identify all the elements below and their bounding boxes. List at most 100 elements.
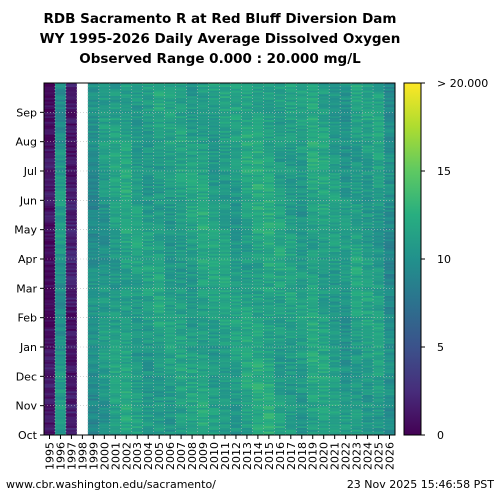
heatmap-cell (164, 143, 176, 146)
heatmap-cell (44, 369, 56, 372)
heatmap-cell (76, 394, 89, 397)
heatmap-cell (54, 218, 67, 221)
heatmap-cell (219, 253, 231, 256)
heatmap-cell (164, 286, 176, 289)
heatmap-cell (274, 348, 286, 351)
heatmap-cell (296, 222, 308, 225)
heatmap-cell (120, 310, 133, 313)
heatmap-cell (197, 303, 209, 306)
heatmap-cell (98, 167, 111, 170)
heatmap-cell (307, 213, 319, 216)
heatmap-cell (252, 218, 264, 221)
heatmap-cell (109, 97, 122, 100)
heatmap-cell (208, 138, 220, 141)
heatmap-cell (44, 147, 56, 150)
heatmap-cell (76, 152, 89, 155)
heatmap-cell (263, 194, 275, 197)
heatmap-cell (186, 227, 198, 230)
heatmap-cell (65, 262, 78, 265)
heatmap-cell (164, 235, 176, 238)
heatmap-cell (274, 361, 286, 364)
heatmap-cell (153, 295, 165, 298)
heatmap-cell (54, 189, 67, 192)
heatmap-cell (87, 299, 100, 302)
heatmap-cell (109, 215, 122, 218)
heatmap-cell (44, 381, 56, 384)
heatmap-cell (131, 262, 144, 265)
heatmap-cell (307, 378, 319, 381)
heatmap-cell (197, 216, 209, 219)
heatmap-cell (44, 347, 56, 350)
heatmap-cell (296, 326, 308, 329)
heatmap-cell (142, 97, 154, 100)
heatmap-cell (252, 303, 264, 306)
heatmap-cell (153, 314, 165, 317)
heatmap-cell (164, 242, 176, 245)
heatmap-cell (131, 238, 144, 241)
heatmap-cell (120, 328, 133, 331)
heatmap-cell (186, 141, 198, 144)
heatmap-cell (219, 103, 231, 106)
heatmap-cell (186, 418, 198, 421)
heatmap-cell (296, 194, 308, 197)
heatmap-cell (285, 314, 297, 317)
heatmap-cell (109, 244, 122, 247)
heatmap-cell (153, 290, 165, 293)
heatmap-cell (252, 281, 264, 284)
heatmap-cell (263, 244, 275, 247)
heatmap-cell (175, 117, 187, 120)
heatmap-cell (241, 205, 253, 208)
heatmap-cell (175, 275, 187, 278)
heatmap-cell (241, 433, 253, 436)
heatmap-cell (54, 141, 67, 144)
heatmap-cell (120, 424, 133, 427)
heatmap-cell (219, 383, 231, 386)
heatmap-cell (263, 139, 275, 142)
heatmap-cell (318, 422, 330, 425)
heatmap-cell (186, 242, 198, 245)
heatmap-cell (197, 141, 209, 144)
heatmap-cell (285, 381, 297, 384)
heatmap-cell (230, 231, 242, 234)
heatmap-cell (131, 317, 144, 320)
heatmap-cell (296, 249, 308, 252)
heatmap-cell (296, 130, 308, 133)
heatmap-cell (54, 145, 67, 148)
heatmap-cell (186, 308, 198, 311)
heatmap-cell (164, 343, 176, 346)
heatmap-cell (164, 226, 176, 229)
heatmap-cell (87, 86, 100, 89)
heatmap-cell (252, 154, 264, 157)
heatmap-cell (285, 193, 297, 196)
heatmap-cell (274, 134, 286, 137)
heatmap-cell (153, 101, 165, 104)
heatmap-cell (142, 90, 154, 93)
heatmap-cell (307, 132, 319, 135)
heatmap-cell (307, 279, 319, 282)
heatmap-cell (230, 180, 242, 183)
heatmap-cell (87, 141, 100, 144)
heatmap-cell (307, 149, 319, 152)
heatmap-cell (274, 403, 286, 406)
heatmap-cell (98, 216, 111, 219)
heatmap-cell (164, 339, 176, 342)
heatmap-cell (164, 326, 176, 329)
heatmap-cell (307, 425, 319, 428)
heatmap-cell (230, 189, 242, 192)
heatmap-cell (44, 359, 56, 362)
heatmap-cell (76, 427, 89, 430)
heatmap-cell (263, 158, 275, 161)
heatmap-cell (197, 392, 209, 395)
heatmap-cell (307, 233, 319, 236)
heatmap-cell (285, 268, 297, 271)
heatmap-cell (65, 279, 78, 282)
heatmap-cell (274, 235, 286, 238)
heatmap-cell (241, 260, 253, 263)
heatmap-cell (142, 370, 154, 373)
heatmap-cell (87, 138, 100, 141)
heatmap-cell (285, 84, 297, 87)
heatmap-cell (153, 171, 165, 174)
heatmap-cell (76, 132, 89, 135)
heatmap-cell (219, 246, 231, 249)
heatmap-cell (109, 378, 122, 381)
